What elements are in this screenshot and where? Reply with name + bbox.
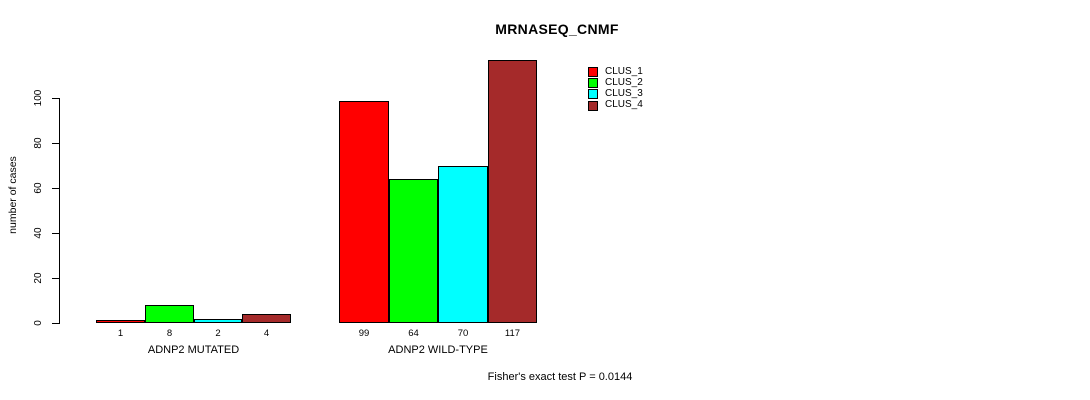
- bar-clus_4-2: [488, 59, 537, 323]
- legend-swatch-clus_3: [588, 89, 598, 100]
- legend-label: CLUS_2: [605, 76, 643, 88]
- legend-swatch-clus_1: [588, 67, 598, 77]
- y-axis-line: [59, 98, 60, 324]
- group-label: ADNP2 MUTATED: [147, 344, 240, 356]
- y-tick-label: 0: [33, 319, 44, 326]
- legend-label: CLUS_1: [605, 65, 643, 77]
- bar-value-label: 1: [117, 328, 124, 339]
- y-tick-label: 60: [33, 182, 44, 194]
- bar-value-label: 4: [263, 328, 270, 339]
- y-tick-label: 20: [33, 272, 44, 284]
- y-tick-label: 100: [33, 89, 44, 107]
- y-axis-tick: [52, 142, 59, 144]
- y-axis-tick: [52, 232, 59, 234]
- bar-clus_4-1: [242, 313, 291, 323]
- y-tick-label: 80: [33, 137, 44, 149]
- chart-title: MRNASEQ_CNMF: [495, 21, 619, 37]
- bar-value-label: 64: [408, 328, 419, 339]
- bar-clus_3-1: [194, 318, 242, 323]
- y-axis-label: number of cases: [7, 156, 19, 234]
- bar-value-label: 99: [358, 328, 370, 339]
- legend-swatch-clus_4: [588, 100, 598, 111]
- bar-value-label: 2: [215, 328, 221, 339]
- y-axis-tick: [52, 322, 59, 324]
- y-tick-label: 40: [33, 227, 44, 239]
- bar-clus_1-2: [339, 100, 389, 323]
- bar-clus_2-2: [389, 178, 438, 323]
- legend-label: CLUS_3: [605, 87, 643, 99]
- y-axis-tick: [52, 187, 59, 189]
- legend-label: CLUS_4: [605, 99, 643, 111]
- legend-swatch-clus_2: [588, 78, 598, 89]
- group-label: ADNP2 WILD-TYPE: [388, 344, 488, 356]
- bar-value-label: 8: [166, 328, 173, 339]
- annotation-text: Fisher's exact test P = 0.0144: [487, 371, 633, 383]
- bar-value-label: 117: [504, 328, 521, 339]
- bar-clus_2-1: [145, 304, 194, 323]
- bar-clus_3-2: [438, 165, 488, 323]
- bar-value-label: 70: [457, 328, 469, 339]
- y-axis-tick: [52, 98, 59, 99]
- y-axis-tick: [52, 277, 59, 279]
- bar-clus_1-1: [96, 319, 145, 323]
